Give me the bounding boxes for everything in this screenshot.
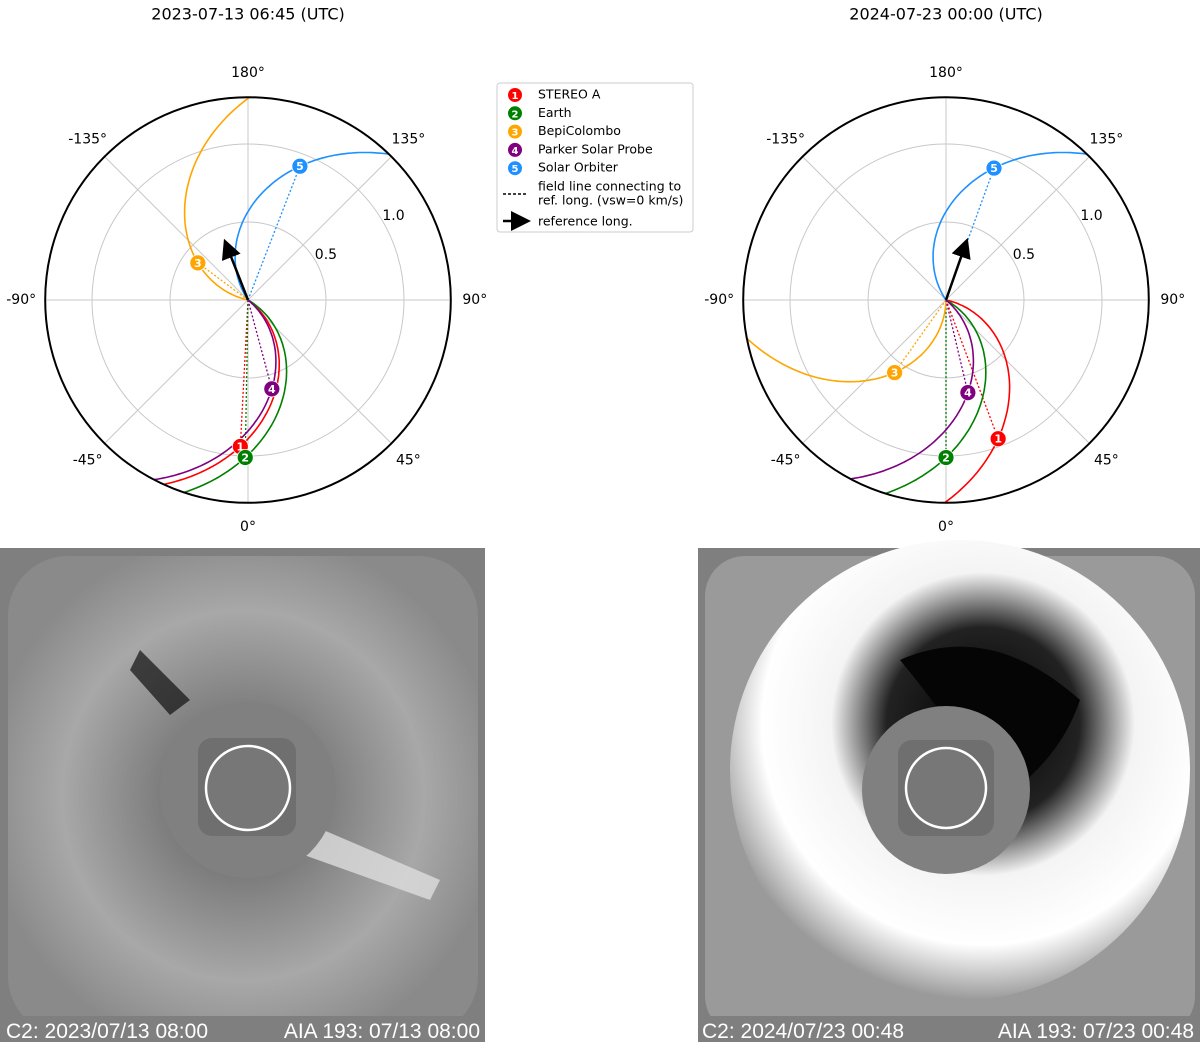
legend-marker-label: 2	[512, 109, 519, 120]
reference-arrow	[221, 238, 250, 301]
theta-tick-label: -90°	[6, 292, 36, 308]
image-left	[0, 548, 485, 1042]
legend-marker	[508, 161, 522, 176]
spacecraft-marker	[937, 449, 955, 466]
r-tick-label: 1.0	[382, 208, 404, 224]
image-caption: AIA 193: 07/13 08:00	[284, 1020, 480, 1042]
legend-marker-label: 5	[512, 164, 519, 175]
connection-line	[197, 262, 249, 301]
legend-marker	[508, 106, 522, 121]
grid-line	[104, 299, 249, 444]
theta-tick-label: 90°	[1160, 292, 1185, 308]
spacecraft-marker	[959, 384, 977, 402]
legend-label: ref. long. (vsw=0 km/s)	[538, 193, 683, 208]
spacecraft-marker	[236, 449, 254, 466]
legend-label: Parker Solar Probe	[538, 141, 653, 156]
grid-line	[247, 299, 392, 444]
chart-title: 2024-07-23 00:00 (UTC)	[849, 5, 1042, 24]
field-line	[944, 299, 1011, 503]
legend-label: field line connecting to	[538, 179, 681, 194]
grid-circle	[169, 221, 327, 379]
outer-ring	[742, 96, 1150, 504]
marker-label: 5	[990, 162, 998, 175]
spacecraft-marker	[189, 254, 207, 272]
legend-marker	[508, 124, 522, 139]
theta-tick-label: 45°	[1094, 452, 1119, 468]
spacecraft-marker	[886, 364, 904, 381]
legend-label: BepiColombo	[538, 123, 621, 138]
r-tick-label: 0.5	[1013, 247, 1035, 263]
plot-content	[746, 151, 1087, 503]
grid-line	[247, 156, 392, 301]
grid-line	[104, 156, 249, 301]
marker-label: 4	[268, 383, 276, 396]
legend-label: Solar Orbiter	[538, 160, 619, 175]
spacecraft-marker	[291, 157, 309, 175]
field-line	[183, 97, 251, 301]
r-tick-label: 0.5	[315, 247, 337, 263]
field-line	[153, 299, 277, 481]
grid-line	[802, 299, 947, 444]
legend	[496, 82, 694, 233]
theta-tick-label: 180°	[231, 65, 265, 81]
image-caption: AIA 193: 07/23 00:48	[998, 1020, 1194, 1042]
legend-label: Earth	[538, 105, 572, 120]
field-line	[746, 299, 947, 383]
grid-line	[802, 156, 947, 301]
theta-tick-label: 135°	[1090, 132, 1124, 148]
legend-marker-label: 4	[512, 146, 519, 157]
marker-label: 2	[241, 452, 249, 465]
field-line	[163, 299, 280, 486]
legend-label: STEREO A	[538, 87, 601, 102]
legend-label: reference long.	[538, 214, 633, 229]
legend-marker	[508, 88, 522, 102]
image-right	[698, 540, 1200, 1042]
theta-tick-label: -135°	[766, 132, 805, 148]
grid-line	[945, 156, 1090, 301]
theta-tick-label: -90°	[704, 292, 734, 308]
connection-line	[239, 299, 249, 447]
theta-tick-label: -45°	[771, 452, 801, 468]
spacecraft-marker	[989, 430, 1007, 448]
marker-label: 3	[194, 257, 202, 270]
marker-label: 3	[891, 367, 899, 380]
marker-label: 1	[236, 440, 244, 453]
theta-tick-label: 90°	[462, 292, 487, 308]
marker-label: 1	[994, 433, 1002, 446]
theta-tick-label: -135°	[68, 132, 107, 148]
connection-line	[247, 299, 273, 390]
theta-tick-label: 0°	[938, 519, 954, 535]
r-tick-label: 1.0	[1080, 208, 1102, 224]
spacecraft-marker	[985, 159, 1003, 177]
spacecraft-marker	[263, 380, 281, 398]
field-line	[932, 151, 1087, 301]
marker-label: 2	[942, 452, 950, 465]
connection-line	[894, 299, 947, 373]
legend-marker-label: 1	[512, 91, 519, 102]
connection-line	[945, 299, 999, 439]
theta-tick-label: 45°	[396, 452, 421, 468]
image-caption: C2: 2023/07/13 08:00	[6, 1020, 208, 1042]
image-caption: C2: 2024/07/23 00:48	[702, 1020, 904, 1042]
marker-label: 4	[964, 387, 972, 400]
theta-tick-label: -45°	[73, 452, 103, 468]
plot-content	[153, 97, 389, 494]
theta-tick-label: 180°	[929, 65, 963, 81]
marker-label: 5	[296, 160, 304, 173]
theta-tick-label: 135°	[392, 132, 426, 148]
outer-ring	[44, 96, 452, 504]
theta-tick-label: 0°	[240, 519, 256, 535]
field-line	[885, 299, 987, 495]
connection-line	[945, 167, 995, 301]
grid-line	[945, 299, 1090, 444]
chart-title: 2023-07-13 06:45 (UTC)	[151, 5, 344, 24]
legend-marker-label: 3	[512, 128, 519, 139]
reference-arrow	[944, 237, 971, 301]
legend-marker	[508, 142, 522, 157]
field-line	[183, 299, 288, 494]
